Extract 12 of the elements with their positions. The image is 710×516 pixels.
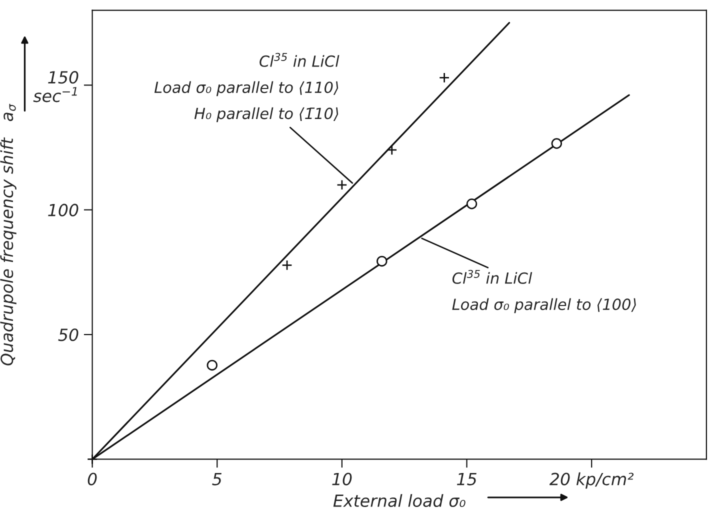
- x-tick-label: 20 kp/cm²: [549, 472, 634, 489]
- x-tick-label: 15: [456, 472, 476, 486]
- x-tick-label: 5: [212, 472, 222, 486]
- annotation: Cl$^{35}$ in LiCl Load σ₀ parallel to ⟨110⟩ H₀ parallel to ⟨1̄10⟩: [154, 52, 340, 122]
- x-tick-label: 10: [332, 472, 352, 486]
- y-tick-label: 50: [58, 328, 78, 342]
- annotation: Cl$^{35}$ in LiCl Load σ₀ parallel to ⟨100⟩: [452, 270, 636, 314]
- x-axis-title: External load σ₀: [333, 494, 466, 508]
- y-tick-label: 100: [48, 204, 78, 216]
- y-tick-label: 150 sec$^{−1}$: [33, 71, 78, 102]
- x-tick-label: 0: [88, 472, 97, 486]
- y-axis-title: Quadrupole frequency shift a$_{σ}$: [0, 104, 16, 366]
